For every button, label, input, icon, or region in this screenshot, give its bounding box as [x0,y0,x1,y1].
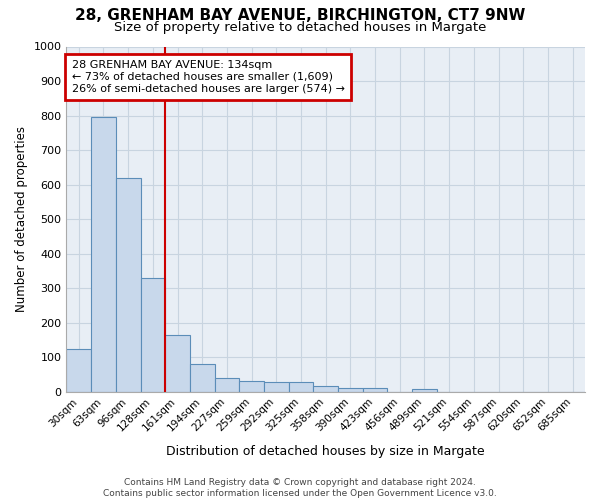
Bar [363,388,388,392]
Bar [289,382,313,392]
Bar [313,386,338,392]
Bar [215,378,239,392]
Bar [338,388,363,392]
Bar [264,382,289,392]
Bar [239,382,264,392]
Text: 28, GRENHAM BAY AVENUE, BIRCHINGTON, CT7 9NW: 28, GRENHAM BAY AVENUE, BIRCHINGTON, CT7… [75,8,525,22]
Bar [116,178,140,392]
X-axis label: Distribution of detached houses by size in Margate: Distribution of detached houses by size … [166,444,485,458]
Bar [190,364,215,392]
Text: Size of property relative to detached houses in Margate: Size of property relative to detached ho… [114,21,486,34]
Text: Contains HM Land Registry data © Crown copyright and database right 2024.
Contai: Contains HM Land Registry data © Crown c… [103,478,497,498]
Text: 28 GRENHAM BAY AVENUE: 134sqm
← 73% of detached houses are smaller (1,609)
26% o: 28 GRENHAM BAY AVENUE: 134sqm ← 73% of d… [71,60,344,94]
Bar [165,336,190,392]
Bar [140,278,165,392]
Y-axis label: Number of detached properties: Number of detached properties [15,126,28,312]
Bar [91,118,116,392]
Bar [412,389,437,392]
Bar [67,348,91,392]
